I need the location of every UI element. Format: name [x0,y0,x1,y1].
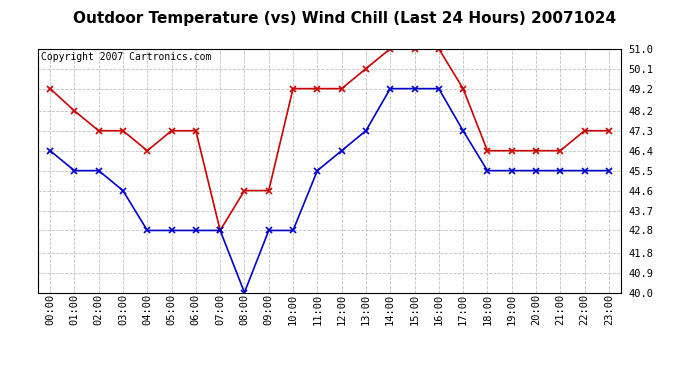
Text: Copyright 2007 Cartronics.com: Copyright 2007 Cartronics.com [41,53,211,62]
Text: Outdoor Temperature (vs) Wind Chill (Last 24 Hours) 20071024: Outdoor Temperature (vs) Wind Chill (Las… [73,11,617,26]
